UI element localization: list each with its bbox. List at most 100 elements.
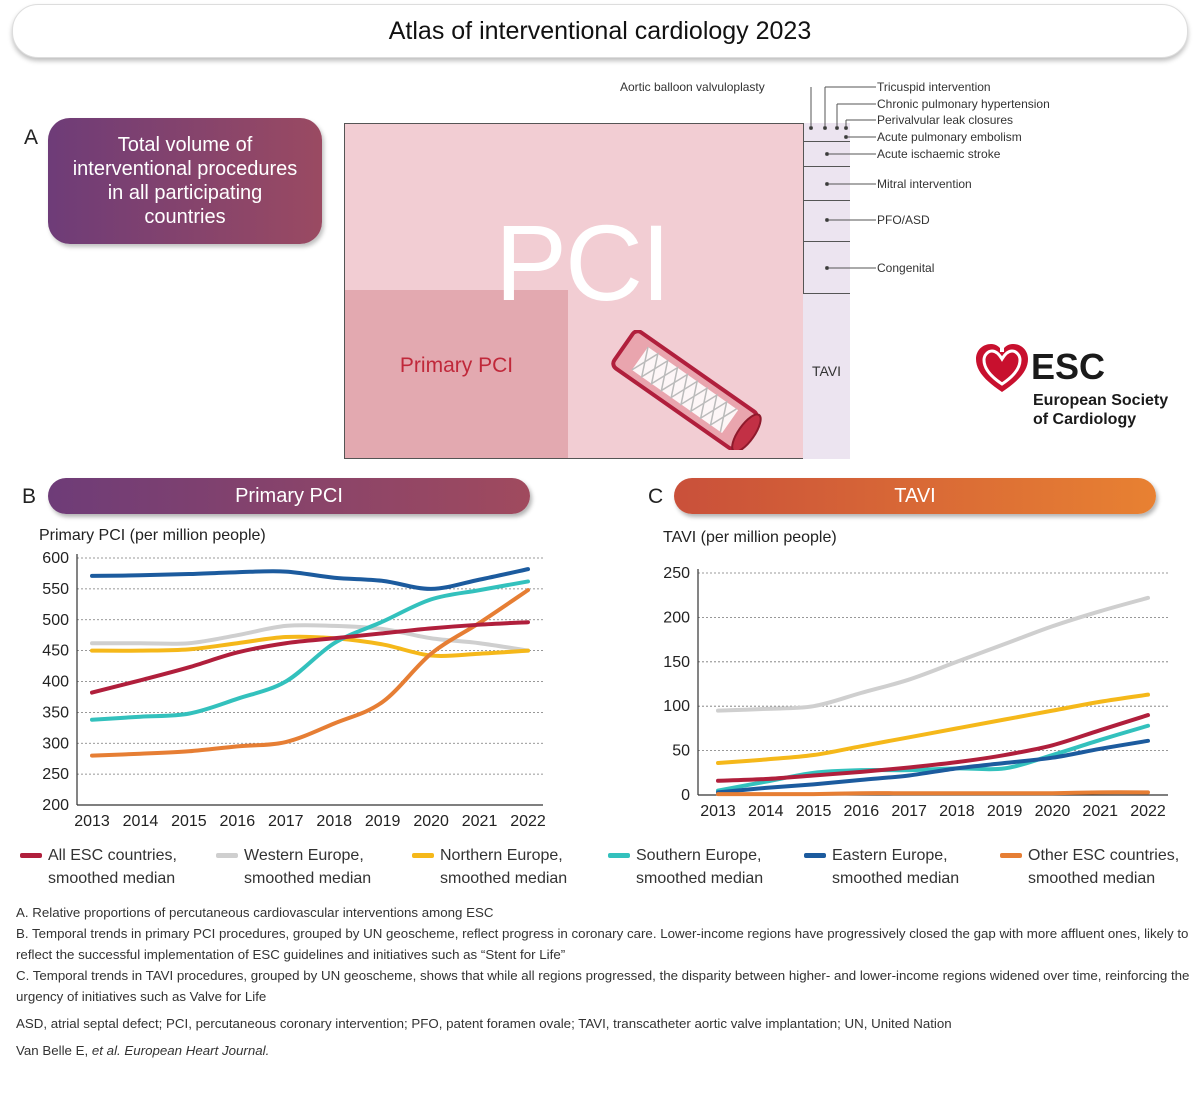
legend-item-eastern: Eastern Europe, smoothed median [804,844,994,890]
y-tick-label: 300 [42,735,69,752]
treemap-cell-divider [803,200,850,201]
treemap-primary-pci-block [345,290,568,458]
legend-swatch [20,853,42,858]
legend-label-line2: smoothed median [636,870,764,887]
treemap-tavi-cell [803,293,850,459]
callout-acute-ischaemic-stroke: Acute ischaemic stroke [877,147,1001,161]
x-tick-label: 2020 [413,813,449,830]
legend-label-line2: smoothed median [244,870,372,887]
legend-label-line2: smoothed median [832,870,960,887]
x-tick-label: 2016 [844,803,880,820]
legend-swatch [216,853,238,858]
x-tick-label: 2022 [1130,803,1166,820]
legend-item-other: Other ESC countries, smoothed median [1000,844,1190,890]
legend-swatch [608,853,630,858]
panel-c-letter: C [648,485,664,508]
x-tick-label: 2019 [987,803,1023,820]
esc-logo-abbr: ESC [1031,346,1106,387]
legend-item-all-esc: All ESC countries, smoothed median [20,844,210,890]
callout-mitral: Mitral intervention [877,177,972,191]
y-tick-label: 50 [672,743,690,760]
legend-swatch [804,853,826,858]
x-tick-label: 2014 [748,803,784,820]
panel-a-description: Total volume of interventional procedure… [48,118,322,244]
treemap-primary-pci-label: Primary PCI [399,354,514,377]
x-tick-label: 2013 [700,803,736,820]
treemap-cell-divider [803,166,850,167]
y-tick-label: 250 [663,565,690,582]
citation-etal: et al. [91,1043,121,1058]
chart-primary-pci: 200 250 300 350 400 450 500 550 600 2013 2014 2015 2… [42,550,546,830]
x-tick-label: 2017 [891,803,927,820]
page-title: Atlas of interventional cardiology 2023 [12,4,1188,58]
figure-notes: A. Relative proportions of percutaneous … [16,902,1192,1061]
y-tick-label: 600 [42,550,69,567]
y-tick-label: 0 [681,787,690,804]
callout-aortic-balloon: Aortic balloon valvuloplasty [620,80,765,94]
panel-b-header: Primary PCI [48,478,530,514]
legend-label-line1: Northern Europe, [440,847,563,864]
x-tick-label: 2014 [123,813,159,830]
esc-heart-logo-icon [976,342,1028,392]
series-line [90,579,530,722]
x-tick-label: 2022 [510,813,546,830]
legend-label-line1: Southern Europe, [636,847,762,864]
callout-tricuspid: Tricuspid intervention [877,80,991,94]
treemap-pci-label: PCI [495,202,671,323]
legend-label-line2: smoothed median [1028,870,1156,887]
series-line [716,595,1150,713]
panel-b-letter: B [22,485,37,508]
citation-authors: Van Belle E, [16,1043,92,1058]
y-tick-label: 200 [42,797,69,814]
series-line [716,790,1150,797]
legend-label-line2: smoothed median [440,870,568,887]
callout-congenital: Congenital [877,261,935,275]
legend-item-southern: Southern Europe, smoothed median [608,844,798,890]
treemap-cell-divider [803,141,850,142]
series-line [716,692,1150,766]
stent-icon [611,330,762,450]
legend-swatch [1000,853,1022,858]
callout-acute-pulmonary-embolism: Acute pulmonary embolism [877,130,1022,144]
series-line [90,588,530,758]
chart-c-ylabel: TAVI (per million people) [663,529,837,546]
treemap-cell-divider [803,241,850,242]
callout-chronic-pulmonary-hypertension: Chronic pulmonary hypertension [877,97,1050,111]
note-abbreviations: ASD, atrial septal defect; PCI, percutan… [16,1016,952,1031]
x-tick-label: 2016 [220,813,256,830]
panel-c-header: TAVI [674,478,1156,514]
legend-label-line1: All ESC countries, [48,847,177,864]
x-tick-label: 2021 [1082,803,1118,820]
x-tick-label: 2017 [268,813,304,830]
callout-perivalvular-leak: Perivalvular leak closures [877,113,1014,127]
x-tick-label: 2021 [462,813,498,830]
y-tick-label: 200 [663,609,690,626]
series-line [90,567,530,591]
x-tick-label: 2015 [796,803,832,820]
citation-journal: European Heart Journal. [120,1043,270,1058]
x-tick-label: 2020 [1035,803,1071,820]
series-line [716,713,1150,783]
panel-a-letter: A [24,126,39,149]
note-a: A. Relative proportions of percutaneous … [16,905,494,920]
legend-label-line1: Western Europe, [244,847,364,864]
y-tick-label: 400 [42,674,69,691]
legend-label-line1: Other ESC countries, [1028,847,1180,864]
x-tick-label: 2013 [74,813,110,830]
chart-tavi: 0 50 100 150 200 250 2013 2014 2015 2016 2017 2018 2… [663,565,1168,820]
y-tick-label: 150 [663,654,690,671]
note-citation: Van Belle E, et al. European Heart Journ… [16,1040,1192,1061]
chart-legend: All ESC countries, smoothed median Weste… [14,844,1194,894]
panel-a-description-text: Total volume of interventional procedure… [72,134,298,228]
y-tick-label: 100 [663,698,690,715]
x-tick-label: 2018 [939,803,975,820]
series-line [90,634,530,659]
y-tick-label: 450 [42,643,69,660]
x-tick-label: 2018 [316,813,352,830]
note-c: C. Temporal trends in TAVI procedures, g… [16,968,1190,1004]
series-line [90,623,530,653]
series-line [716,738,1150,795]
callout-pfo-asd: PFO/ASD [877,213,930,227]
note-b: B. Temporal trends in primary PCI proced… [16,926,1189,962]
y-tick-label: 350 [42,704,69,721]
